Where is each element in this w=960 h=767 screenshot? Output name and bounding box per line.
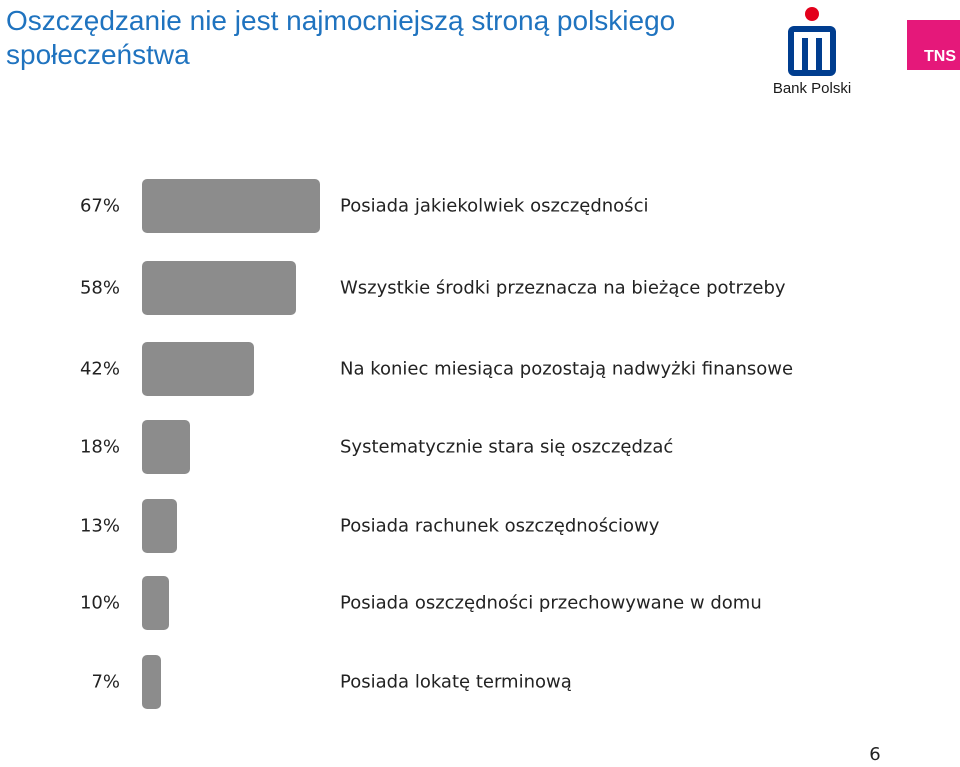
- chart-row: 13% Posiada rachunek oszczędnościowy: [0, 499, 960, 553]
- bar-value-label: 13%: [79, 515, 120, 537]
- chart-row: 18% Systematycznie stara się oszczędzać: [0, 420, 960, 474]
- bar-value-label: 18%: [79, 436, 120, 458]
- category-label: Posiada oszczędności przechowywane w dom…: [340, 592, 762, 614]
- pko-emblem-icon: [788, 7, 836, 76]
- chart-row: 7% Posiada lokatę terminową: [0, 655, 960, 709]
- bar: [142, 261, 296, 315]
- chart-row: 58% Wszystkie środki przeznacza na bieżąc…: [0, 261, 960, 315]
- chart-row: 67% Posiada jakiekolwiek oszczędności: [0, 179, 960, 233]
- category-label: Posiada rachunek oszczędnościowy: [340, 515, 660, 537]
- pko-logo-text: Bank Polski: [772, 80, 852, 97]
- bar-value-label: 10%: [79, 592, 120, 614]
- page-title: Oszczędzanie nie jest najmocniejszą stro…: [6, 5, 676, 70]
- bar: [142, 576, 169, 630]
- bar-value-label: 58%: [79, 277, 120, 299]
- bar: [142, 420, 190, 474]
- pko-bank-polski-logo: Bank Polski: [770, 4, 854, 100]
- tns-logo: TNS: [907, 20, 960, 70]
- bar: [142, 499, 177, 553]
- chart-row: 42% Na koniec miesiąca pozostają nadwyżki…: [0, 342, 960, 396]
- bar: [142, 342, 254, 396]
- chart-row: 10% Posiada oszczędności przechowywane w …: [0, 576, 960, 630]
- bar-value-label: 7%: [91, 671, 120, 693]
- page-number: 6: [869, 744, 881, 765]
- bar-value-label: 42%: [79, 358, 120, 380]
- category-label: Posiada lokatę terminową: [340, 671, 572, 693]
- bar: [142, 179, 320, 233]
- category-label: Posiada jakiekolwiek oszczędności: [340, 195, 649, 217]
- category-label: Na koniec miesiąca pozostają nadwyżki fi…: [340, 358, 794, 380]
- category-label: Wszystkie środki przeznacza na bieżące p…: [340, 277, 786, 299]
- category-label: Systematycznie stara się oszczędzać: [340, 436, 674, 458]
- bar-value-label: 67%: [79, 195, 120, 217]
- bar: [142, 655, 161, 709]
